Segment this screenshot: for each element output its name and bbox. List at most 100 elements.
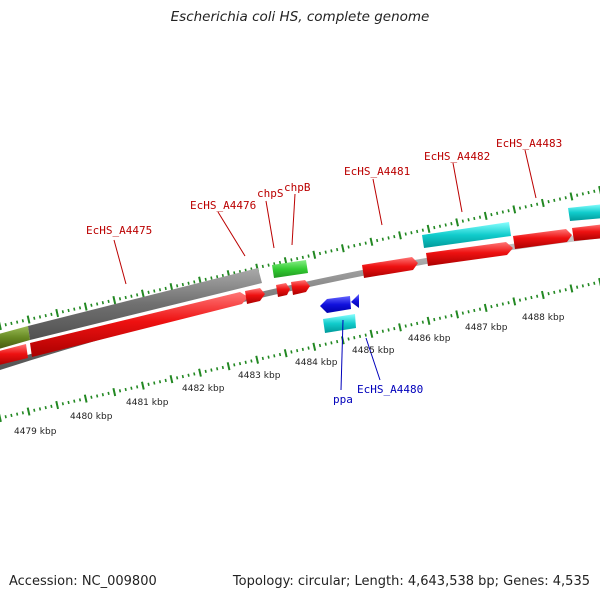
- kbp-label-4481: 4481 kbp: [126, 398, 169, 408]
- kbp-label-4488: 4488 kbp: [522, 313, 565, 323]
- minor-tick: [267, 263, 270, 267]
- minor-tick: [416, 229, 419, 234]
- kbp-label-4484: 4484 kbp: [295, 358, 338, 368]
- minor-tick: [130, 386, 133, 390]
- minor-tick: [536, 294, 539, 298]
- minor-tick: [78, 306, 82, 310]
- minor-tick: [73, 399, 76, 403]
- minor-tick: [78, 398, 82, 402]
- major-tick: [512, 205, 517, 214]
- minor-tick: [261, 264, 264, 269]
- major-tick: [0, 413, 2, 423]
- gene-arrow-chpS: [276, 283, 290, 297]
- minor-tick: [216, 275, 219, 279]
- minor-tick: [38, 315, 42, 319]
- minor-tick: [261, 356, 264, 361]
- minor-tick: [4, 323, 7, 327]
- gene-label-EcHS_A4481: EcHS_A4481: [344, 165, 410, 178]
- minor-tick: [433, 225, 436, 230]
- minor-tick: [153, 289, 156, 293]
- minor-tick: [221, 273, 224, 278]
- minor-tick: [547, 292, 550, 296]
- minor-tick: [353, 244, 356, 248]
- minor-tick: [347, 245, 350, 249]
- minor-tick: [136, 385, 139, 389]
- minor-tick: [158, 288, 162, 292]
- minor-tick: [387, 328, 390, 332]
- minor-tick: [593, 281, 596, 285]
- minor-tick: [96, 302, 99, 306]
- minor-tick: [278, 260, 282, 265]
- minor-tick: [353, 336, 356, 340]
- minor-tick: [433, 317, 436, 322]
- minor-tick: [473, 308, 476, 313]
- minor-tick: [318, 251, 322, 256]
- minor-tick: [233, 271, 236, 275]
- label-leaders: [113, 149, 537, 391]
- major-tick: [255, 355, 260, 364]
- minor-tick: [101, 301, 104, 305]
- minor-tick: [524, 297, 527, 301]
- minor-tick: [593, 189, 596, 193]
- gene-label-chpB: chpB: [284, 181, 311, 194]
- minor-tick: [358, 242, 362, 247]
- minor-tick: [90, 395, 93, 399]
- major-tick: [540, 290, 545, 300]
- major-tick: [540, 198, 545, 208]
- minor-tick: [536, 202, 539, 206]
- minor-tick: [581, 284, 584, 288]
- minor-tick: [130, 294, 133, 298]
- minor-tick: [330, 341, 333, 345]
- major-tick: [83, 302, 88, 311]
- minor-tick: [450, 222, 453, 226]
- minor-tick: [301, 347, 304, 351]
- minor-tick: [467, 310, 470, 314]
- kbp-label-4487: 4487 kbp: [465, 323, 508, 333]
- gene-green-chp: [272, 260, 308, 278]
- minor-tick: [524, 205, 527, 209]
- minor-tick: [318, 343, 322, 348]
- minor-tick: [564, 288, 567, 292]
- minor-tick: [124, 387, 127, 392]
- major-tick: [26, 407, 31, 416]
- feature-cyan-ppa: [323, 314, 356, 333]
- minor-tick: [158, 380, 162, 384]
- major-tick: [312, 342, 317, 351]
- lower-tick-ring: [0, 277, 600, 423]
- minor-tick: [204, 369, 207, 374]
- feature-olive-segment: [0, 326, 30, 349]
- minor-tick: [124, 295, 127, 300]
- minor-tick: [330, 249, 333, 253]
- minor-tick: [187, 281, 190, 285]
- kbp-label-4483: 4483 kbp: [238, 371, 281, 381]
- gene-label-EcHS_A4482: EcHS_A4482: [424, 150, 490, 163]
- minor-tick: [467, 218, 470, 222]
- major-tick: [55, 308, 60, 318]
- kbp-label-4486: 4486 kbp: [408, 334, 451, 344]
- genome-backbone: [0, 232, 600, 370]
- major-tick: [455, 218, 460, 227]
- minor-tick: [307, 346, 310, 350]
- major-tick: [169, 375, 174, 384]
- minor-tick: [296, 349, 299, 353]
- minor-tick: [324, 250, 327, 254]
- minor-tick: [587, 190, 590, 195]
- minor-tick: [581, 192, 584, 196]
- major-tick: [569, 284, 574, 293]
- major-tick: [598, 277, 600, 287]
- feature-cyan-edge: [568, 204, 600, 221]
- minor-tick: [50, 312, 53, 316]
- major-tick: [140, 381, 145, 390]
- minor-tick: [501, 210, 504, 214]
- minor-tick: [496, 303, 499, 307]
- minor-tick: [90, 303, 93, 307]
- minor-tick: [376, 330, 379, 335]
- minor-tick: [193, 280, 196, 284]
- minor-tick: [347, 337, 350, 341]
- minor-tick: [210, 276, 213, 280]
- minor-tick: [233, 363, 236, 367]
- gene-label-EcHS_A4475: EcHS_A4475: [86, 224, 152, 237]
- minor-tick: [421, 320, 424, 324]
- minor-tick: [118, 389, 122, 393]
- minor-tick: [67, 400, 70, 405]
